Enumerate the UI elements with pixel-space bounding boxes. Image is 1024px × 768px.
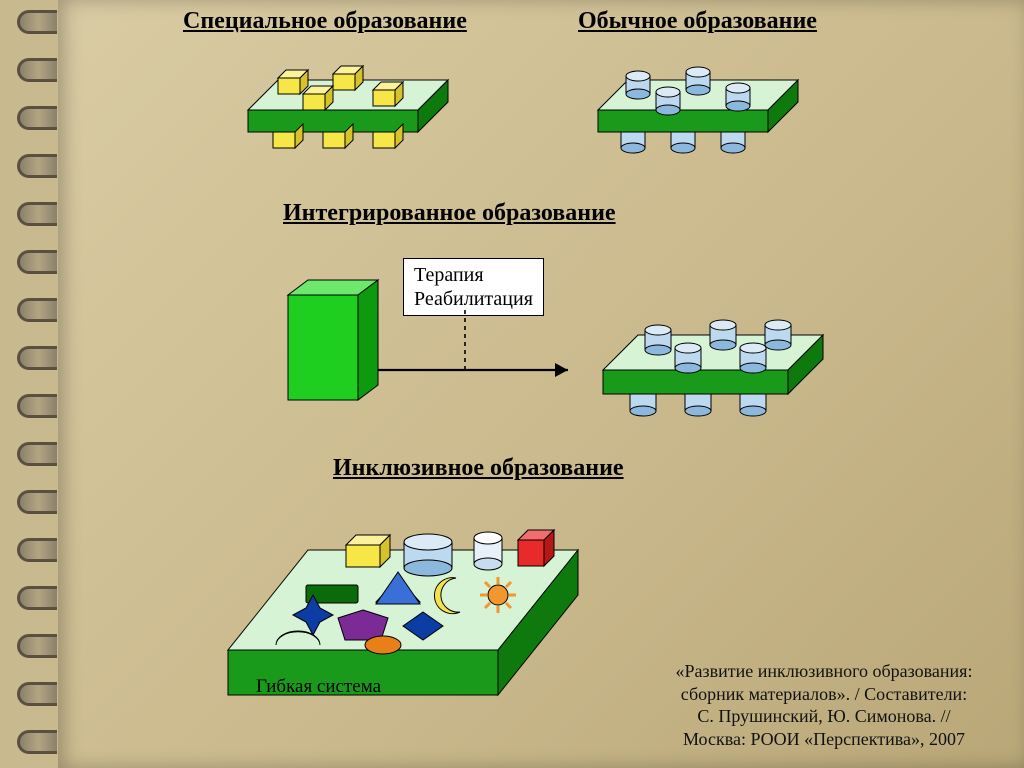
binding-ring <box>17 250 57 274</box>
heading-special: Специальное образование <box>183 8 467 35</box>
citation-l3: С. Прушинский, Ю. Симонова. // <box>639 705 1009 728</box>
slide-page: Специальное образование Обычное образова… <box>58 0 1024 768</box>
binding-ring <box>17 730 57 754</box>
binding-ring <box>17 490 57 514</box>
diagram-regular <box>568 50 828 180</box>
binding-ring <box>17 202 57 226</box>
citation-l1: «Развитие инклюзивного образования: <box>639 660 1009 683</box>
heading-regular: Обычное образование <box>578 8 817 35</box>
citation-block: «Развитие инклюзивного образования: сбор… <box>639 660 1009 750</box>
therapy-line1: Терапия <box>414 263 533 287</box>
binding-ring <box>17 586 57 610</box>
heading-inclusive: Инклюзивное образование <box>333 455 624 482</box>
binding-ring <box>17 682 57 706</box>
binding-ring <box>17 10 57 34</box>
therapy-textbox: Терапия Реабилитация <box>403 258 544 316</box>
binding-ring <box>17 106 57 130</box>
binding-ring <box>17 346 57 370</box>
binding-ring <box>17 154 57 178</box>
integration-arrow <box>373 310 593 410</box>
citation-l4: Москва: РООИ «Перспектива», 2007 <box>639 728 1009 751</box>
diagram-special <box>218 50 478 180</box>
binding-ring <box>17 442 57 466</box>
binding-ring <box>17 634 57 658</box>
therapy-line2: Реабилитация <box>414 287 533 311</box>
binding-ring <box>17 298 57 322</box>
heading-integrated: Интегрированное образование <box>283 200 616 227</box>
flexible-system-label: Гибкая система <box>241 676 396 698</box>
binding-ring <box>17 394 57 418</box>
binding-ring <box>17 58 57 82</box>
diagram-integrated <box>573 300 853 440</box>
citation-l2: сборник материалов». / Составители: <box>639 683 1009 706</box>
binding-ring <box>17 538 57 562</box>
